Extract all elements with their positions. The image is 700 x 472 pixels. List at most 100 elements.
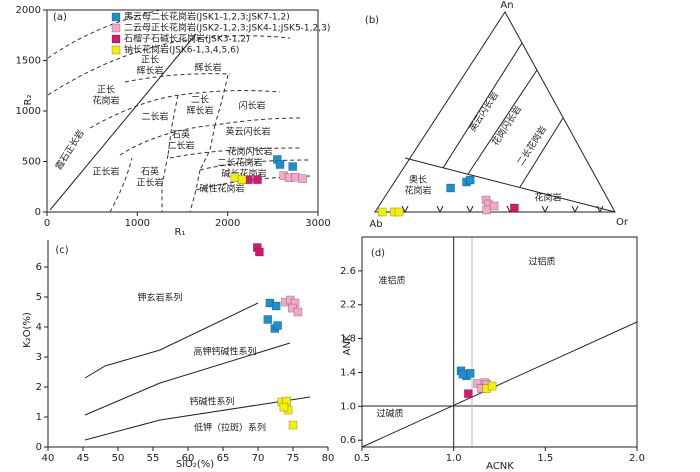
field-label: 碱性花岗岩 [199,183,244,195]
field-label: 正长 [97,84,115,96]
y-tick-label: 2.2 [340,300,356,311]
field-label: 钾玄岩系列 [137,292,182,304]
y-tick-label: 4 [36,322,42,333]
data-point [291,172,300,182]
x-tick-label: 2.0 [629,453,645,464]
field-labels-a: 正长 辉长岩 辉长岩 正长 花岗岩 二长 辉长岩 闪长岩 二长岩 石英 二长岩 … [53,54,273,195]
field-label: 花岗岩 [92,95,119,107]
data-point [288,420,298,430]
data-point [237,175,247,184]
field-label: 过铝质 [528,256,555,268]
x-tick-label: 1.0 [446,453,462,464]
vertex-label: Or [616,217,629,228]
field-label: 高钾钙碱性系列 [193,346,256,358]
y-axis-label: R₂ [23,95,34,106]
data-point [255,247,264,257]
field-label: 奥长 [409,174,427,186]
field-label: 花岗岩 [404,185,431,197]
x-tick-label: 1.5 [537,453,553,464]
data-point [464,389,473,398]
x-tick-label: 80 [322,453,335,464]
field-label: 花岗闪长岩 [489,104,524,148]
data-point [377,207,387,217]
data-point [253,175,262,184]
field-label: 闪长岩 [238,100,265,112]
y-tick-label: 5 [36,292,42,303]
legend-label: 黑云母二长花岗岩(JSK1-1,2,3;JSK7-1,2) [124,11,290,23]
x-tick-label: 40 [42,453,55,464]
panel-label: (c) [55,245,68,256]
x-tick-label: 60 [182,453,195,464]
y-tick-label: 1000 [16,106,41,117]
ternary-frame [374,11,616,213]
field-label: 辉长岩 [136,65,163,77]
data-point [298,174,307,183]
field-boundaries-a [47,9,311,213]
panel-label: (d) [371,248,385,259]
legend-label: 二云母正长花岗岩(JSK2-1,2,3;JSK4-1;JSK5-1,2,3) [124,22,330,34]
x-tick-label: 50 [112,453,125,464]
field-label: 钙碱性系列 [189,396,234,408]
data-point [482,205,492,215]
field-label: 过碱质 [376,408,403,420]
y-tick-label: 0.6 [340,435,356,446]
plot-frame [361,236,638,448]
x-tick-label: 2000 [215,218,240,229]
field-label: 花岗闪长岩 [227,146,272,158]
data-point [279,402,289,412]
series-boundaries-c: 钾玄岩系列 高钾钙碱性系列 钙碱性系列 低钾（拉斑）系列 [84,292,311,441]
field-label: 准铝质 [378,275,405,287]
data-point [465,175,475,185]
y-tick-label: 3 [36,352,42,363]
legend-label: 钠长花岗岩(JSK6-1,3,4,5,6) [124,44,239,56]
x-tick-label: 0 [44,218,50,229]
field-label: 二长花岗岩 [217,157,262,169]
data-point [273,321,282,330]
x-tick-label: 0.5 [354,453,370,464]
legend-swatch [111,12,121,22]
field-label: 辉长岩 [186,105,213,117]
x-tick-label: 75 [287,453,300,464]
data-point [271,301,281,311]
legend-swatch [111,23,121,33]
field-label: 二长岩 [167,140,194,152]
field-label: 石英 [172,129,190,141]
field-labels-b: 英云闪长岩 花岗闪长岩 二长花岗岩 奥长 花岗岩 花岗岩 [404,90,561,204]
y-tick-label: 1.4 [340,367,356,378]
field-label: 正长岩 [136,177,163,189]
boundaries-d: 准铝质 过铝质 过碱质 [361,237,638,448]
y-tick-label: 1500 [16,56,41,67]
x-tick-label: 55 [147,453,160,464]
field-label: 辉长岩 [194,62,221,74]
data-point [458,369,468,379]
field-label: 正长岩 [92,166,119,178]
data-point [293,307,303,317]
data-point [446,183,455,193]
y-tick-label: 1.0 [340,401,356,412]
field-label: 正长 [141,54,159,66]
field-label: 低钾（拉斑）系列 [194,422,266,434]
data-point [489,201,499,211]
data-point [510,203,519,213]
y-axis-label: K₂O(%) [22,312,33,348]
x-axis-label: SiO₂(%) [176,459,214,470]
x-tick-label: 65 [217,453,230,464]
data-point [275,160,285,169]
legend-label: 石榴子石碱长花岗岩(JSK3-1,2) [124,33,250,45]
panel-label: (a) [53,12,67,23]
data-point [263,315,273,324]
panel-label: (b) [365,15,379,26]
x-axis-label: R₁ [175,227,186,238]
field-label: 英云闪长岩 [466,90,501,134]
y-tick-label: 2 [36,382,42,393]
field-label: 二长 [191,94,209,106]
data-point [394,207,404,217]
y-tick-label: 500 [22,157,41,168]
field-label: 花岗岩 [534,192,561,204]
data-point [230,173,240,182]
data-point [288,162,298,171]
field-label: 石英 [141,166,159,178]
y-tick-label: 6 [36,262,42,273]
data-point [465,369,475,378]
